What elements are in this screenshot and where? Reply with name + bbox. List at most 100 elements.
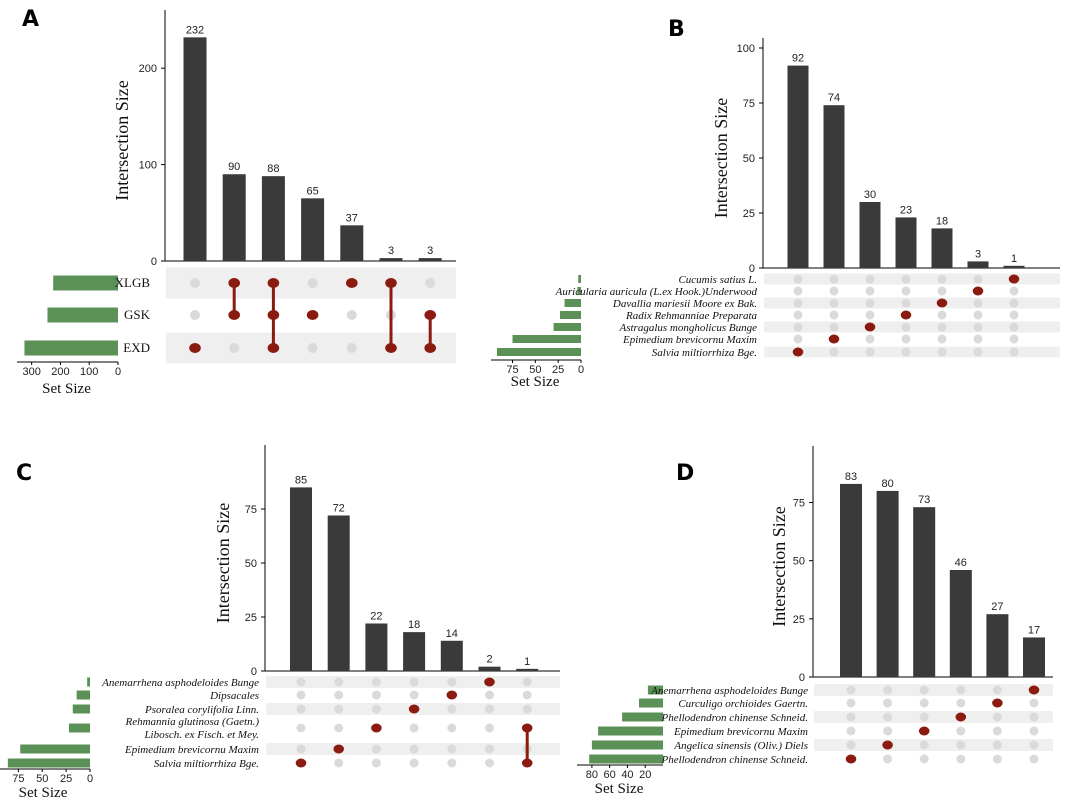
matrix-dot-empty [296, 677, 306, 687]
matrix-row-stripe [814, 684, 1053, 696]
matrix-row-stripe [814, 711, 1053, 723]
set-name-label: Curculigo orchioides Gaertn. [678, 698, 808, 710]
intersection-size-title: Intersection Size [112, 80, 132, 200]
bar-value-label: 232 [186, 24, 204, 36]
set-size-title: Set Size [19, 785, 68, 801]
intersection-bar [840, 483, 862, 677]
matrix-dot-empty [296, 704, 306, 714]
intersection-bar [340, 225, 364, 261]
matrix-dot-empty [992, 685, 1002, 695]
upset-panel-a: 0 100 200 Intersection Size 232 90 88 65 37 3 3 XLG… [17, 10, 456, 397]
matrix-dot-filled [1028, 685, 1040, 695]
matrix-dot-empty [409, 744, 419, 754]
matrix-dot-empty [937, 322, 947, 332]
matrix-dot-empty [447, 704, 457, 714]
matrix-row-stripe [764, 273, 1060, 285]
matrix-dot-filled [484, 677, 495, 687]
bar-value-label: 72 [333, 502, 345, 514]
matrix-dot-empty [883, 712, 893, 722]
set-name-label: Anemarrhena asphodeloides Bunge [650, 685, 808, 697]
matrix-dot-empty [485, 723, 494, 733]
matrix-row-stripe [764, 321, 1060, 333]
matrix-dot-empty [901, 298, 911, 308]
matrix-dot-empty [865, 310, 875, 320]
intersection-bar [403, 632, 426, 671]
set-name-label: Psoralea corylifolia Linn. [144, 704, 259, 716]
matrix-dot-empty [793, 286, 803, 296]
matrix-dot-filled [918, 726, 930, 736]
matrix-dot-filled [228, 310, 240, 320]
matrix-dot-empty [296, 690, 306, 700]
set-size-bar [589, 754, 663, 764]
matrix-dot-empty [409, 758, 419, 768]
matrix-dot-empty [865, 347, 875, 357]
matrix-dot-filled [228, 278, 240, 288]
matrix-dot-empty [334, 704, 344, 714]
matrix-dot-filled [424, 310, 437, 320]
matrix-dot-empty [229, 343, 240, 353]
matrix-dot-empty [1029, 740, 1039, 750]
matrix-dot-empty [1009, 322, 1019, 332]
matrix-dot-empty [829, 274, 839, 284]
set-size-tick-label: 25 [60, 773, 72, 785]
set-name-label: XLGB [115, 275, 151, 290]
set-size-tick-label: 0 [87, 773, 93, 785]
matrix-dot-empty [992, 754, 1002, 764]
matrix-dot-empty [409, 690, 419, 700]
set-name-label: Astragalus mongholicus Bunge [619, 322, 758, 334]
intersection-bar [967, 261, 989, 268]
bar-value-label: 30 [864, 189, 876, 201]
y-tick-label: 75 [743, 98, 755, 110]
matrix-dot-empty [829, 347, 839, 357]
set-size-title: Set Size [511, 374, 560, 390]
set-size-bar [497, 348, 581, 356]
bar-value-label: 1 [1011, 253, 1017, 265]
matrix-dot-empty [956, 685, 966, 695]
matrix-dot-empty [1009, 298, 1019, 308]
matrix-dot-empty [901, 274, 911, 284]
matrix-dot-empty [883, 698, 893, 708]
matrix-row-stripe [764, 346, 1060, 358]
matrix-dot-empty [973, 298, 983, 308]
set-size-bar [647, 685, 663, 695]
set-size-tick-label: 0 [115, 366, 121, 378]
matrix-dot-filled [882, 740, 893, 750]
set-name-label: Angelica sinensis (Oliv.) Diels [673, 740, 808, 752]
matrix-dot-empty [901, 334, 911, 344]
panel-label-b: B [668, 17, 685, 42]
set-size-tick-label: 25 [552, 364, 564, 376]
bar-value-label: 18 [936, 215, 948, 227]
matrix-dot-filled [333, 744, 345, 754]
matrix-dot-filled [828, 334, 840, 344]
set-size-tick-label: 0 [578, 364, 584, 376]
y-tick-label: 50 [793, 556, 805, 568]
intersection-bar [418, 258, 442, 261]
matrix-dot-empty [865, 298, 875, 308]
set-size-bar [553, 323, 581, 331]
bar-value-label: 88 [267, 163, 279, 175]
y-tick-label: 100 [737, 43, 755, 55]
matrix-dot-empty [190, 310, 200, 320]
matrix-dot-empty [846, 712, 856, 722]
intersection-bar [1023, 637, 1045, 677]
matrix-dot-empty [829, 310, 839, 320]
matrix-dot-filled [521, 758, 533, 768]
y-tick-label: 25 [793, 614, 805, 626]
set-name-label: Auricularia auricula (L.ex Hook.)Underwo… [555, 286, 758, 298]
set-name-label: Dipsacales [209, 690, 259, 702]
bar-value-label: 3 [427, 245, 433, 257]
intersection-bar [516, 668, 539, 671]
matrix-dot-empty [409, 723, 419, 733]
matrix-dot-empty [956, 698, 966, 708]
matrix-dot-empty [296, 744, 306, 754]
upset-panel-c: 0 25 50 75 Intersection Size 85 72 22 18 14 2 1 Anem… [0, 445, 560, 801]
matrix-dot-filled [189, 343, 201, 353]
y-tick-label: 0 [151, 256, 157, 268]
intersection-bar [823, 105, 845, 268]
matrix-dot-empty [937, 334, 947, 344]
intersection-bar [379, 258, 403, 261]
set-size-bar [72, 704, 90, 714]
y-tick-label: 100 [139, 160, 157, 172]
set-name-label: Phellodendron chinense Schneid. [660, 712, 808, 724]
bar-value-label: 3 [975, 248, 981, 260]
